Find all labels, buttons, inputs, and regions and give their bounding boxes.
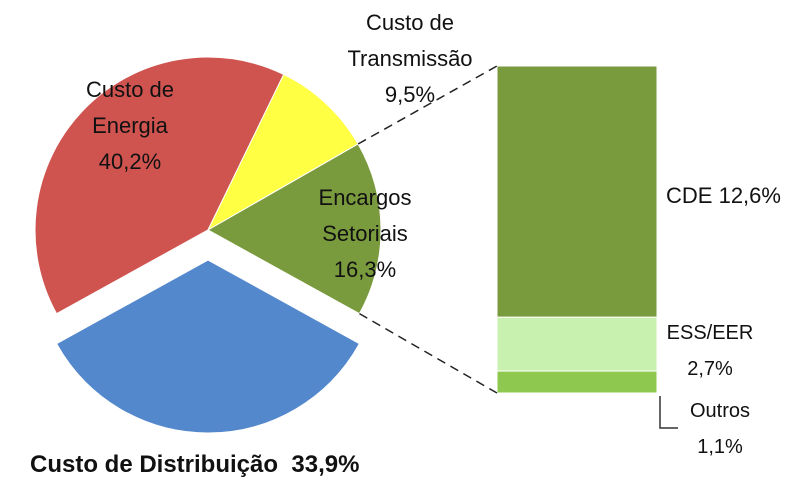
slice-label: Custo de Energia 40,2%	[55, 72, 205, 180]
leader-line	[659, 396, 678, 429]
label-value: 16,3%	[333, 257, 397, 282]
pie-slice	[34, 56, 285, 315]
label-text: Outros	[689, 400, 751, 422]
pie-slice	[55, 259, 361, 434]
connector-line	[357, 65, 498, 145]
slice-label: Encargos Setoriais 16,3%	[300, 180, 430, 288]
bar-label: ESS/EER 2,7%	[660, 315, 760, 387]
label-value: 33,9%	[291, 451, 360, 478]
bar-label: Outros 1,1%	[670, 393, 770, 465]
label-value: 12,6%	[718, 183, 781, 208]
label-value: 40,2%	[98, 149, 162, 174]
label-text: Custo de Transmissão	[347, 10, 473, 71]
label-text: Custo de Distribuição	[30, 451, 279, 478]
label-value: 2,7%	[687, 358, 733, 380]
label-text: ESS/EER	[666, 322, 754, 344]
slice-label: Custo de Transmissão 9,5%	[325, 5, 495, 113]
label-value: 9,5%	[384, 82, 436, 107]
pie-slice	[206, 73, 359, 232]
bar-segment	[496, 370, 658, 394]
label-text: Custo de Energia	[85, 77, 175, 138]
bar-segment	[496, 65, 658, 318]
connector-line	[359, 313, 498, 394]
slice-label: Custo de Distribuição 33,9%	[30, 447, 359, 483]
bar-label: CDE 12,6%	[666, 178, 781, 214]
bar-segment	[496, 316, 658, 372]
label-value: 1,1%	[697, 436, 743, 458]
label-text: Encargos Setoriais	[318, 185, 412, 246]
pie-slice	[206, 143, 382, 315]
label-text: CDE	[666, 183, 713, 208]
